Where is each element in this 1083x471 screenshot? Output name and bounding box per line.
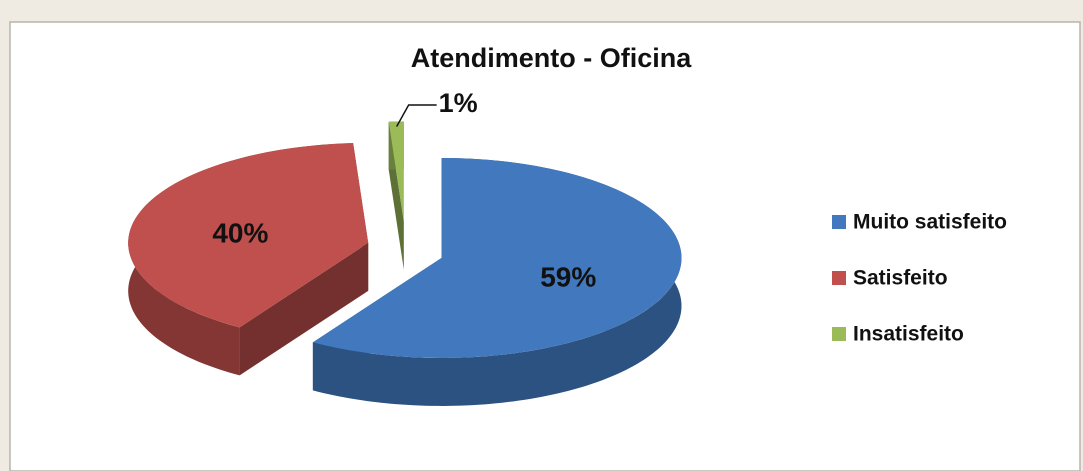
slice: [128, 143, 369, 328]
data-label: 40%: [212, 218, 268, 249]
data-label: 1%: [439, 88, 478, 118]
chart-title: Atendimento - Oficina: [411, 43, 692, 73]
legend-swatch: [832, 271, 846, 285]
slice: [312, 157, 682, 358]
slice: [388, 121, 404, 222]
legend-label: Satisfeito: [853, 267, 948, 290]
data-label: 59%: [540, 262, 596, 293]
legend-label: Insatisfeito: [853, 323, 964, 346]
slice-side: [239, 242, 369, 376]
legend-swatch: [832, 327, 846, 341]
leader-line: [395, 104, 437, 127]
legend-swatch: [832, 215, 846, 229]
legend-label: Muito satisfeito: [853, 211, 1007, 234]
